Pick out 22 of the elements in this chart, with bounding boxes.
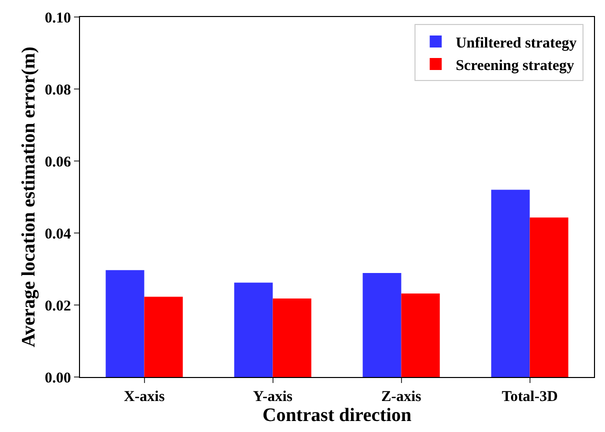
- y-tick-label: 0.06: [44, 154, 72, 170]
- x-tick-label: X-axis: [124, 389, 165, 405]
- y-axis-title: Average location estimation error(m): [18, 46, 40, 348]
- legend-label: Screening strategy: [456, 58, 575, 74]
- y-tick-label: 0.08: [44, 82, 71, 98]
- bar: [234, 282, 273, 377]
- y-tick-label: 0.00: [44, 370, 71, 386]
- y-tick-label: 0.02: [44, 298, 71, 314]
- x-axis-title: Contrast direction: [262, 405, 412, 426]
- bar: [144, 296, 183, 377]
- x-tick-label: Z-axis: [381, 389, 422, 405]
- bar: [362, 272, 402, 377]
- x-tick-label: Total-3D: [502, 389, 558, 405]
- legend-label: Unfiltered strategy: [456, 35, 578, 52]
- bar: [401, 293, 440, 377]
- x-tick-label: Y-axis: [253, 389, 293, 405]
- y-tick-label: 0.04: [44, 226, 72, 242]
- y-tick-label: 0.10: [44, 10, 71, 26]
- bar: [491, 190, 530, 377]
- bar: [272, 298, 312, 377]
- bar: [530, 218, 568, 377]
- bar: [106, 270, 144, 377]
